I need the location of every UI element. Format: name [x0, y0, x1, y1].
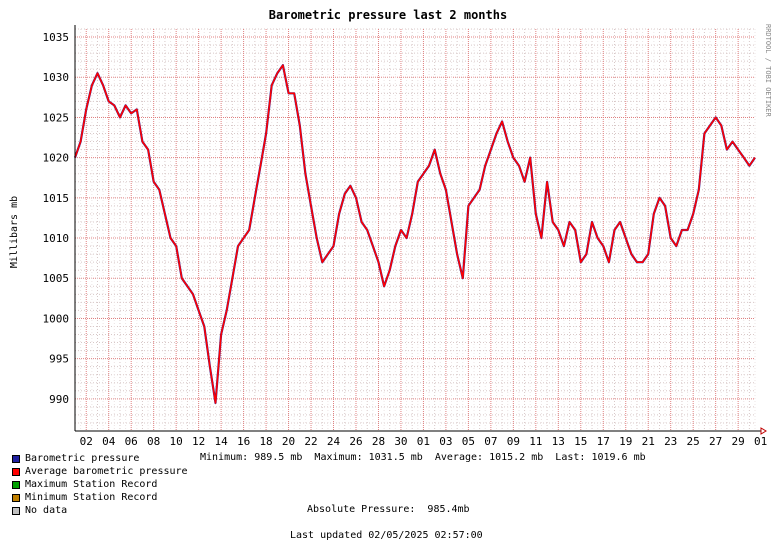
legend-label: No data	[25, 505, 68, 516]
x-axis-arrow-icon	[760, 427, 767, 435]
x-tick-label: 01	[754, 435, 767, 448]
x-tick-label: 14	[214, 435, 228, 448]
last-updated-value: 02/05/2025 02:57:00	[368, 530, 483, 541]
max-value: 1031.5 mb	[368, 452, 423, 463]
x-tick-label: 20	[282, 435, 295, 448]
legend-swatch	[12, 506, 20, 515]
legend-item-average: Average barometric pressure	[12, 465, 188, 478]
x-tick-label: 15	[574, 435, 587, 448]
y-tick-label: 990	[49, 393, 69, 406]
x-tick-label: 12	[192, 435, 205, 448]
x-tick-label: 07	[484, 435, 497, 448]
x-tick-label: 29	[732, 435, 745, 448]
y-tick-label: 1010	[43, 232, 70, 245]
avg-label: Average:	[434, 452, 484, 463]
last-updated: Last updated 02/05/2025 02:57:00	[290, 530, 483, 541]
x-tick-label: 16	[237, 435, 250, 448]
x-tick-label: 05	[462, 435, 475, 448]
x-tick-label: 19	[619, 435, 632, 448]
absolute-pressure: Absolute Pressure: 985.4mb	[307, 504, 470, 515]
x-tick-label: 23	[664, 435, 677, 448]
legend-item-min-record: Minimum Station Record	[12, 491, 188, 504]
min-label: Minimum:	[200, 452, 249, 463]
last-value: 1019.6 mb	[591, 452, 646, 463]
legend-item-max-record: Maximum Station Record	[12, 478, 188, 491]
y-tick-label: 1030	[43, 71, 70, 84]
legend-item-no-data: No data	[12, 504, 188, 517]
chart-title: Barometric pressure last 2 months	[269, 8, 507, 22]
grid	[74, 28, 756, 432]
x-tick-label: 01	[417, 435, 430, 448]
last-updated-label: Last updated	[290, 530, 363, 541]
x-tick-label: 04	[102, 435, 116, 448]
x-tick-label: 24	[327, 435, 341, 448]
y-tick-label: 1005	[43, 272, 70, 285]
absolute-pressure-label: Absolute Pressure:	[307, 504, 416, 515]
legend-swatch	[12, 454, 20, 463]
x-tick-label: 27	[709, 435, 722, 448]
x-tick-label: 21	[642, 435, 655, 448]
stats-line: Minimum: 989.5 mb Maximum: 1031.5 mb Ave…	[200, 452, 646, 463]
x-tick-label: 09	[507, 435, 520, 448]
legend-swatch	[12, 493, 20, 502]
y-tick-label: 1020	[43, 152, 70, 165]
x-tick-label: 18	[259, 435, 272, 448]
x-tick-label: 22	[304, 435, 317, 448]
absolute-pressure-value: 985.4mb	[427, 504, 470, 515]
x-tick-label: 02	[80, 435, 93, 448]
x-tick-label: 26	[349, 435, 362, 448]
legend-label: Average barometric pressure	[25, 466, 188, 477]
x-tick-label: 25	[687, 435, 700, 448]
max-label: Maximum:	[314, 452, 363, 463]
legend: Barometric pressure Average barometric p…	[12, 452, 188, 517]
y-tick-label: 1025	[43, 111, 70, 124]
legend-swatch	[12, 480, 20, 489]
min-value: 989.5 mb	[254, 452, 303, 463]
x-tick-label: 28	[372, 435, 385, 448]
legend-label: Minimum Station Record	[25, 492, 158, 503]
y-tick-label: 1035	[43, 31, 70, 44]
watermark: RRDTOOL / TOBI OETIKER	[764, 24, 772, 118]
x-tick-label: 11	[529, 435, 542, 448]
avg-value: 1015.2 mb	[489, 452, 544, 463]
axes	[74, 25, 767, 435]
x-tick-label: 06	[125, 435, 138, 448]
x-tick-label: 17	[597, 435, 610, 448]
y-tick-label: 1000	[43, 312, 70, 325]
last-label: Last:	[555, 452, 586, 463]
legend-item-pressure: Barometric pressure	[12, 452, 188, 465]
x-axis: 02 04 06 08 10 12 14 16 18 20 22 24 26 28 30 01 03 05 07 09…	[80, 435, 768, 448]
y-axis: 990 995 1000 1005 1010 1015 1020 1025 1030 1035	[43, 31, 70, 406]
x-tick-label: 13	[552, 435, 565, 448]
series-line-average	[74, 64, 756, 404]
y-axis-label: Millibars mb	[9, 196, 20, 268]
legend-label: Barometric pressure	[25, 453, 140, 464]
x-tick-label: 30	[394, 435, 407, 448]
y-tick-label: 1015	[43, 192, 70, 205]
x-tick-label: 03	[439, 435, 452, 448]
legend-label: Maximum Station Record	[25, 479, 158, 490]
x-tick-label: 08	[147, 435, 160, 448]
series-lines	[73, 64, 756, 404]
y-tick-label: 995	[49, 353, 69, 366]
legend-swatch	[12, 467, 20, 476]
x-tick-label: 10	[170, 435, 183, 448]
series-line-pressure	[73, 64, 756, 404]
